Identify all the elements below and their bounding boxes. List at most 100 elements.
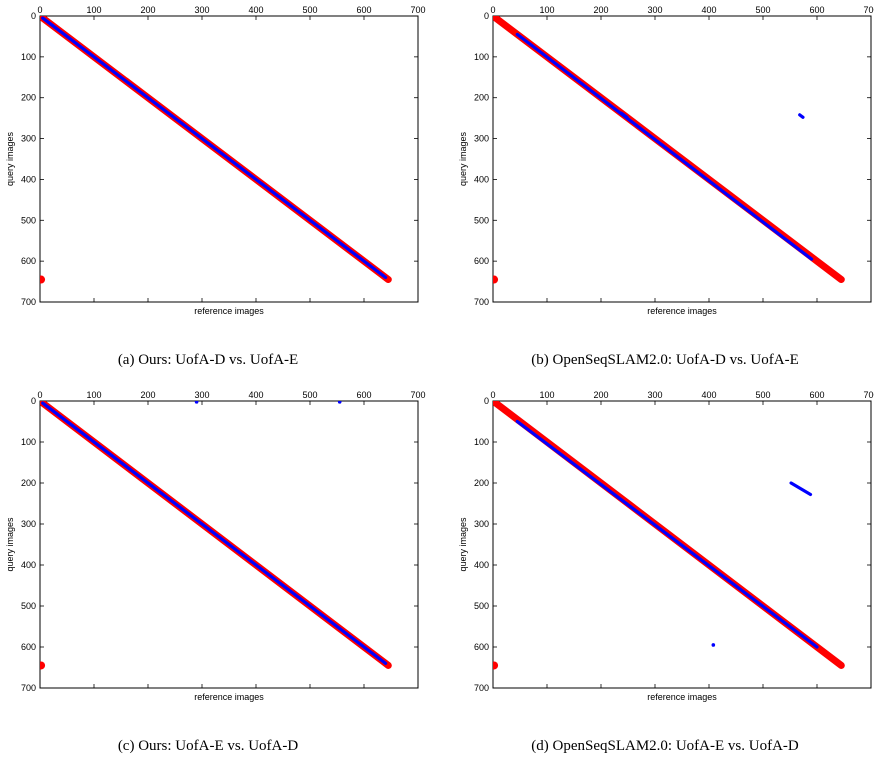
blue-match-segment (515, 32, 814, 261)
y-tick-label: 400 (474, 560, 489, 570)
blue-match-segment (789, 481, 813, 497)
x-tick-label: 200 (593, 5, 608, 15)
y-tick-label: 0 (31, 396, 36, 406)
y-axis-label: query images (458, 131, 468, 186)
y-tick-label: 300 (474, 134, 489, 144)
y-tick-label: 100 (21, 52, 36, 62)
y-tick-label: 0 (484, 11, 489, 21)
y-axis-label: query images (5, 517, 15, 572)
x-tick-label: 700 (410, 390, 425, 400)
y-tick-label: 700 (474, 683, 489, 693)
x-tick-label: 100 (86, 5, 101, 15)
x-tick-label: 0 (490, 5, 495, 15)
y-tick-label: 500 (21, 601, 36, 611)
x-tick-label: 200 (140, 390, 155, 400)
y-tick-label: 400 (21, 560, 36, 570)
y-tick-label: 100 (21, 437, 36, 447)
blue-match-point (194, 401, 199, 404)
y-tick-label: 700 (474, 297, 489, 307)
caption-a: (a) Ours: UofA-D vs. UofA-E (118, 352, 298, 368)
blue-match-segment (41, 16, 388, 280)
plot-area-a (40, 16, 392, 284)
x-tick-label: 0 (490, 390, 495, 400)
y-tick-label: 100 (474, 437, 489, 447)
plot-area-c (40, 401, 392, 670)
panel-b: 0 100 200 300 400 500 600 700 0 100 200 300 400 500 60… (458, 5, 874, 368)
x-tick-label: 600 (809, 390, 824, 400)
x-tick-label: 600 (809, 5, 824, 15)
y-tick-label: 0 (484, 396, 489, 406)
x-tick-label: 300 (647, 5, 662, 15)
y-tick-label: 300 (21, 134, 36, 144)
y-tick-label: 600 (474, 256, 489, 266)
blue-match-segment (798, 113, 805, 119)
y-tick-label: 500 (474, 601, 489, 611)
plot-area-d (493, 401, 845, 670)
y-tick-label: 200 (21, 478, 36, 488)
y-tick-label: 200 (21, 93, 36, 103)
x-tick-label: 700 (863, 5, 874, 15)
x-tick-label: 200 (593, 390, 608, 400)
panel-d: 0 100 200 300 400 500 600 700 0 100 200 300 400 500 60… (458, 390, 874, 754)
caption-c: (c) Ours: UofA-E vs. UofA-D (118, 738, 299, 754)
x-tick-label: 500 (755, 390, 770, 400)
plot-area-b (493, 16, 845, 284)
x-tick-label: 400 (248, 5, 263, 15)
x-tick-label: 300 (647, 390, 662, 400)
x-tick-label: 500 (302, 5, 317, 15)
axes-frame-a (39, 15, 419, 303)
x-tick-label: 500 (302, 390, 317, 400)
x-tick-label: 700 (410, 5, 425, 15)
x-axis-label: reference images (647, 306, 717, 316)
y-tick-label: 400 (21, 174, 36, 184)
blue-match-segment (515, 419, 819, 649)
panel-a: 0 100 200 300 400 500 600 700 0 100 200 300 400 500 60… (5, 5, 426, 368)
axes-frame-b (492, 15, 872, 303)
blue-match-point (337, 401, 342, 404)
y-tick-label: 600 (474, 642, 489, 652)
axes-frame-d (492, 400, 872, 689)
caption-b: (b) OpenSeqSLAM2.0: UofA-D vs. UofA-E (531, 352, 798, 368)
y-tick-label: 200 (474, 478, 489, 488)
red-match-point (40, 275, 46, 284)
panel-c: 0 100 200 300 400 500 600 700 0 100 200 300 400 500 60… (5, 390, 426, 754)
x-axis-label: reference images (194, 692, 264, 702)
y-tick-label: 700 (21, 297, 36, 307)
x-tick-label: 0 (37, 5, 42, 15)
x-tick-label: 400 (701, 390, 716, 400)
blue-match-segment (619, 111, 629, 119)
x-axis-label: reference images (647, 692, 717, 702)
red-match-point (493, 275, 499, 284)
x-tick-label: 400 (248, 390, 263, 400)
x-tick-label: 100 (539, 5, 554, 15)
y-tick-label: 500 (474, 215, 489, 225)
y-tick-label: 300 (474, 519, 489, 529)
y-tick-label: 400 (474, 174, 489, 184)
caption-d: (d) OpenSeqSLAM2.0: UofA-E vs. UofA-D (531, 738, 799, 754)
x-tick-label: 500 (755, 5, 770, 15)
x-tick-label: 100 (86, 390, 101, 400)
blue-match-point (711, 643, 716, 647)
axes-frame-c (39, 400, 419, 689)
x-tick-label: 400 (701, 5, 716, 15)
x-tick-label: 300 (194, 5, 209, 15)
x-tick-label: 200 (140, 5, 155, 15)
y-tick-label: 600 (21, 642, 36, 652)
x-tick-label: 0 (37, 390, 42, 400)
x-tick-label: 300 (194, 390, 209, 400)
y-tick-label: 0 (31, 11, 36, 21)
y-tick-label: 600 (21, 256, 36, 266)
blue-match-segment (41, 401, 388, 666)
y-tick-label: 700 (21, 683, 36, 693)
red-match-point (40, 661, 46, 670)
y-axis-label: query images (458, 517, 468, 572)
y-tick-label: 300 (21, 519, 36, 529)
x-tick-label: 600 (356, 390, 371, 400)
x-axis-label: reference images (194, 306, 264, 316)
y-tick-label: 200 (474, 93, 489, 103)
x-tick-label: 100 (539, 390, 554, 400)
y-tick-label: 500 (21, 215, 36, 225)
y-axis-label: query images (5, 131, 15, 186)
x-tick-label: 700 (863, 390, 874, 400)
